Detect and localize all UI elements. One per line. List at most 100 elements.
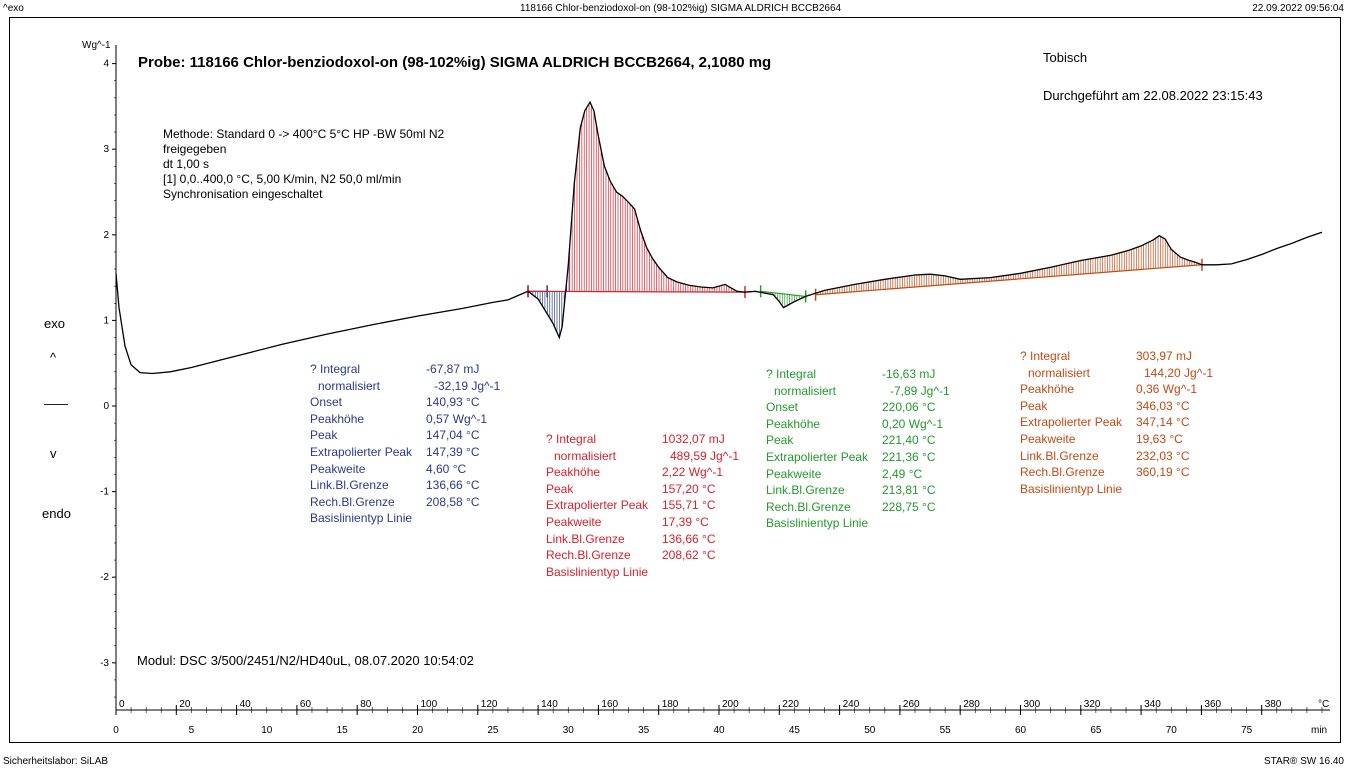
x-tick-label: 320 <box>1084 699 1101 710</box>
result-value: 140,93 °C <box>426 395 480 410</box>
x2-tick-label: 55 <box>940 725 952 736</box>
result-value: -7,89 Jg^-1 <box>890 383 950 398</box>
result-value: 2,22 Wg^-1 <box>662 465 723 480</box>
x2-tick-label: 35 <box>638 725 650 736</box>
result-label: ? Integral <box>546 432 597 446</box>
result-label: Extrapolierter Peak <box>310 444 413 459</box>
result-row: Peakweite 4,60 °C <box>310 461 500 478</box>
result-row: Rech.Bl.Grenze 208,58 °C <box>310 494 500 511</box>
x2-tick-label: 40 <box>713 725 725 736</box>
result-row: Basislinientyp Linie <box>310 510 500 527</box>
result-row: Rech.Bl.Grenze 208,62 °C <box>546 547 739 564</box>
result-value: 157,20 °C <box>662 481 716 496</box>
result-label: ? Integral <box>766 367 817 381</box>
results-blue: ? Integral -67,87 mJ normalisiert -32,19 Jg… <box>310 361 500 527</box>
result-value: 346,03 °C <box>1136 398 1190 413</box>
method-line: freigegeben <box>163 142 227 156</box>
result-row: normalisiert -32,19 Jg^-1 <box>310 378 500 395</box>
y-tick-label: 4 <box>103 59 109 70</box>
result-value: 0,20 Wg^-1 <box>882 416 943 431</box>
result-label: normalisiert <box>774 383 837 398</box>
result-label: Link.Bl.Grenze <box>766 483 845 498</box>
result-value: 1032,07 mJ <box>662 432 725 446</box>
result-label: Peakweite <box>1020 431 1076 446</box>
result-label: Peakhöhe <box>310 411 365 426</box>
x-tick-label: 380 <box>1265 699 1282 710</box>
result-value: 208,58 °C <box>426 494 480 509</box>
result-label: Link.Bl.Grenze <box>1020 448 1099 463</box>
result-row: Peakweite 17,39 °C <box>546 514 739 531</box>
result-label: Link.Bl.Grenze <box>546 531 625 546</box>
result-label: Peakhöhe <box>1020 382 1075 397</box>
result-row: Peakhöhe 0,20 Wg^-1 <box>766 416 950 433</box>
result-row: Basislinientyp Linie <box>546 564 739 581</box>
x-axis-label: °C <box>1318 699 1329 710</box>
result-row: Rech.Bl.Grenze 228,75 °C <box>766 499 950 516</box>
x2-tick-label: 60 <box>1015 725 1027 736</box>
result-label: Rech.Bl.Grenze <box>766 499 851 514</box>
footer-software: STAR® SW 16.40 <box>1264 756 1344 767</box>
result-label: Rech.Bl.Grenze <box>310 494 395 509</box>
result-value: 17,39 °C <box>662 514 709 529</box>
x-tick-label: 80 <box>360 699 372 710</box>
result-row: normalisiert -7,89 Jg^-1 <box>766 383 950 400</box>
result-row: Link.Bl.Grenze 136,66 °C <box>310 477 500 494</box>
header-left: ^exo <box>3 3 24 14</box>
x2-tick-label: 30 <box>563 725 575 736</box>
x2-tick-label: 10 <box>261 725 273 736</box>
baseline-orange <box>815 264 1203 296</box>
result-row: Peak 147,04 °C <box>310 427 500 444</box>
result-value: 136,66 °C <box>662 531 716 546</box>
operator-name: Tobisch <box>1043 50 1088 65</box>
result-row: Peakweite 19,63 °C <box>1020 431 1213 448</box>
method-block: Methode: Standard 0 -> 400°C 5°C HP -BW … <box>163 127 444 202</box>
result-label: Peak <box>546 481 574 496</box>
result-value: 213,81 °C <box>882 483 936 498</box>
result-label: Onset <box>766 400 799 415</box>
result-value: 19,63 °C <box>1136 431 1183 446</box>
x2-tick-label: 25 <box>487 725 499 736</box>
plot-frame <box>9 17 1341 743</box>
result-label: Peakweite <box>546 514 602 529</box>
x2-tick-label: 15 <box>337 725 349 736</box>
x-tick-label: 260 <box>903 699 920 710</box>
x2-tick-label: 50 <box>864 725 876 736</box>
y-tick-label: -2 <box>100 572 109 583</box>
result-label: Extrapolierter Peak <box>546 498 649 513</box>
performed-date: Durchgeführt am 22.08.2022 23:15:43 <box>1043 88 1263 103</box>
module-info: Modul: DSC 3/500/2451/N2/HD40uL, 08.07.2… <box>137 653 474 668</box>
x2-tick-label: 70 <box>1166 725 1178 736</box>
header-title: 118166 Chlor-benziodoxol-on (98-102%ig) … <box>520 3 842 14</box>
result-label: Peakweite <box>766 466 822 481</box>
exo-arrow: ^ <box>50 350 57 365</box>
result-row: Onset 140,93 °C <box>310 394 500 411</box>
results-green: ? Integral -16,63 mJ normalisiert -7,89 Jg^… <box>766 366 950 532</box>
x-tick-label: 280 <box>963 699 980 710</box>
result-label: Link.Bl.Grenze <box>310 478 389 493</box>
endo-label: endo <box>42 506 71 521</box>
result-label: Peak <box>310 428 338 443</box>
result-row: Peak 221,40 °C <box>766 432 950 449</box>
result-row: Extrapolierter Peak 155,71 °C <box>546 497 739 514</box>
chart-title: Probe: 118166 Chlor-benziodoxol-on (98-1… <box>138 54 772 71</box>
x-tick-label: 0 <box>119 699 125 710</box>
result-label: Onset <box>310 395 343 410</box>
x-tick-label: 20 <box>179 699 191 710</box>
result-row: ? Integral 303,97 mJ <box>1020 348 1213 365</box>
x2-tick-label: 65 <box>1090 725 1102 736</box>
result-row: Basislinientyp Linie <box>766 515 950 532</box>
result-row: Basislinientyp Linie <box>1020 481 1213 498</box>
result-value: 0,57 Wg^-1 <box>426 411 487 426</box>
x-tick-label: 100 <box>421 699 438 710</box>
exo-label: exo <box>44 316 65 331</box>
result-value: 0,36 Wg^-1 <box>1136 382 1197 397</box>
y-tick-label: -3 <box>100 658 109 669</box>
result-label: normalisiert <box>554 448 617 463</box>
result-value: 155,71 °C <box>662 498 716 513</box>
result-label: Basislinientyp Linie <box>546 564 649 579</box>
result-label: Peakhöhe <box>546 465 601 480</box>
result-label: Rech.Bl.Grenze <box>1020 465 1105 480</box>
result-label: Rech.Bl.Grenze <box>546 548 631 563</box>
y-tick-label: 0 <box>103 401 109 412</box>
